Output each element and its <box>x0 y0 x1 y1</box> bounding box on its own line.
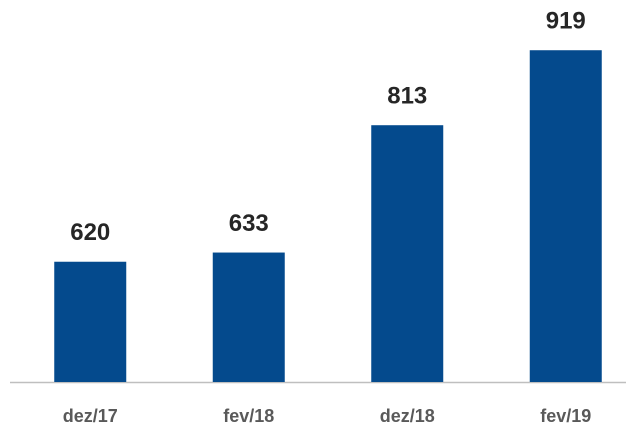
value-label: 919 <box>546 8 586 35</box>
bar <box>54 261 127 382</box>
value-label: 620 <box>70 219 110 246</box>
x-tick-label: fev/18 <box>223 406 274 426</box>
value-label: 633 <box>229 210 269 237</box>
bar <box>212 252 285 382</box>
x-tick-label: fev/19 <box>540 406 591 426</box>
x-tick-label: dez/18 <box>380 406 435 426</box>
x-tick-label: dez/17 <box>63 406 118 426</box>
value-label: 813 <box>387 83 427 110</box>
bar <box>371 125 444 382</box>
bar <box>529 50 602 383</box>
